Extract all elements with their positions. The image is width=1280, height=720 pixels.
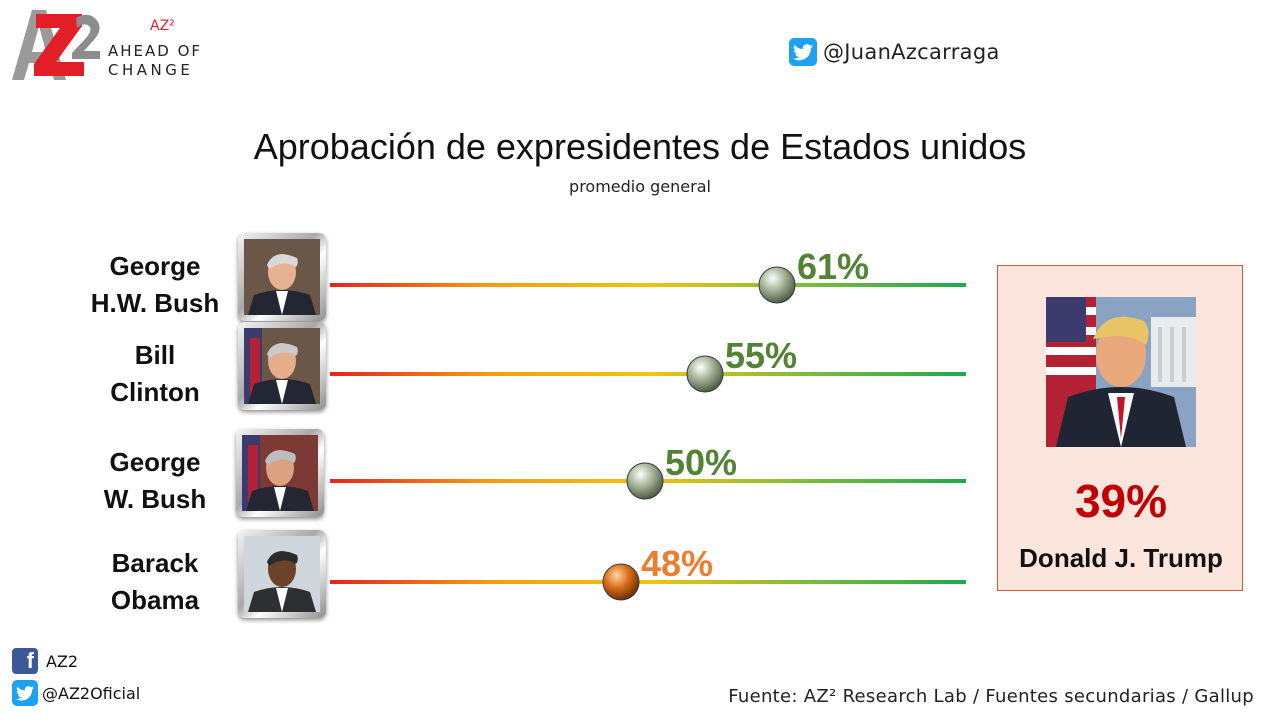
- facebook-text: AZ2: [46, 651, 79, 671]
- az2-logo: AZ² AHEAD OF CHANGE: [12, 8, 212, 83]
- twitter-handle-header[interactable]: @JuanAzcarraga: [789, 38, 1000, 66]
- president-portrait-image: [242, 435, 318, 511]
- twitter-handle-text: @JuanAzcarraga: [823, 40, 1000, 64]
- value-label: 55%: [725, 335, 797, 376]
- twitter-icon: [12, 680, 38, 706]
- president-photo-frame: [238, 530, 326, 618]
- logo-tagline-line2: CHANGE: [108, 61, 194, 79]
- president-name-line1: Barack: [111, 548, 199, 578]
- source-note: Fuente: AZ² Research Lab / Fuentes secun…: [728, 686, 1254, 707]
- president-name-line1: George: [109, 447, 201, 477]
- facebook-icon: f: [12, 648, 38, 674]
- president-photo-frame: [238, 233, 326, 321]
- president-name-line1: Bill: [134, 340, 176, 370]
- president-name-line2: W. Bush: [103, 484, 207, 514]
- value-marker: [686, 355, 724, 393]
- president-name: George H.W. Bush: [70, 248, 240, 322]
- twitter-icon: [789, 38, 817, 66]
- president-name: Barack Obama: [70, 545, 240, 619]
- highlight-card: 39% Donald J. Trump: [997, 265, 1243, 591]
- value-label: 48%: [641, 543, 713, 584]
- facebook-link[interactable]: f AZ2: [12, 648, 78, 674]
- chart-title: Aprobación de expresidentes de Estados u…: [253, 126, 1027, 167]
- value-marker: [626, 462, 664, 500]
- president-name-line2: Obama: [110, 585, 200, 615]
- president-portrait-image: [244, 239, 320, 315]
- twitter-footer-text: @AZ2Oficial: [42, 683, 141, 703]
- trump-portrait-image: [1046, 297, 1196, 447]
- value-marker: [602, 563, 640, 601]
- az2-logo-mark: [12, 10, 100, 80]
- value-marker: [758, 266, 796, 304]
- value-label: 61%: [797, 246, 869, 287]
- president-photo-frame: [238, 322, 326, 410]
- president-name: Bill Clinton: [70, 337, 240, 411]
- scale-line: [330, 372, 966, 376]
- scale-line: [330, 283, 966, 287]
- president-name-line1: George: [109, 251, 201, 281]
- president-portrait-image: [244, 328, 320, 404]
- president-portrait-image: [244, 536, 320, 612]
- logo-tagline-line1: AHEAD OF: [108, 42, 203, 60]
- twitter-link-footer[interactable]: @AZ2Oficial: [12, 680, 140, 706]
- president-name-line2: Clinton: [110, 377, 200, 407]
- president-name: George W. Bush: [70, 444, 240, 518]
- scale-line: [330, 580, 966, 584]
- president-name-line2: H.W. Bush: [90, 288, 220, 318]
- chart-subtitle: promedio general: [569, 177, 711, 196]
- value-label: 50%: [665, 442, 737, 483]
- logo-superscript: AZ²: [150, 18, 175, 34]
- president-photo-frame: [236, 429, 324, 517]
- highlight-value: 39%: [1074, 475, 1168, 527]
- highlight-name: Donald J. Trump: [1019, 543, 1223, 573]
